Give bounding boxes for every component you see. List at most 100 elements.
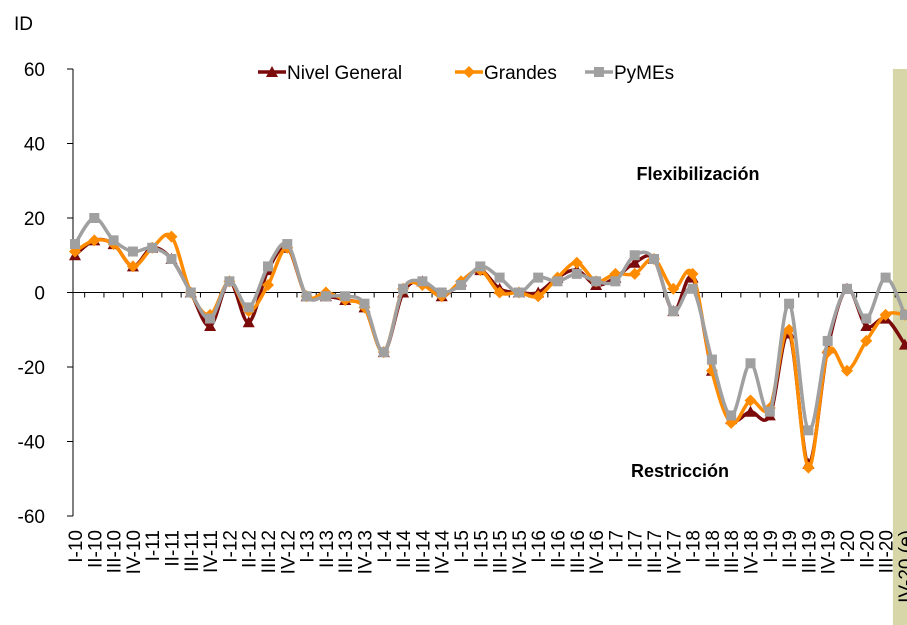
data-point — [726, 410, 737, 421]
data-point — [842, 283, 852, 294]
data-point — [803, 425, 814, 436]
y-tick-label: 20 — [24, 209, 45, 230]
data-point — [629, 250, 640, 261]
data-point — [398, 283, 409, 294]
data-point — [494, 272, 505, 283]
x-tick-label: IV-17 — [664, 530, 685, 574]
data-point — [591, 276, 602, 287]
data-point — [475, 261, 486, 272]
x-tick-label: II-18 — [703, 530, 724, 568]
x-tick-label: I-10 — [66, 530, 87, 563]
data-point — [744, 394, 757, 407]
data-point — [166, 253, 177, 264]
x-tick-label: II-12 — [240, 530, 261, 568]
data-point — [243, 302, 254, 313]
data-point — [70, 239, 80, 250]
x-tick-label: IV-19 — [819, 530, 840, 574]
x-tick-label: III-10 — [105, 530, 126, 573]
x-tick-label: IV-10 — [124, 530, 145, 574]
data-point — [89, 213, 100, 223]
legend-label: Grandes — [484, 63, 557, 84]
x-tick-label: III-12 — [259, 530, 280, 573]
y-tick-label: -40 — [18, 433, 45, 454]
x-tick-label: III-20 — [877, 530, 898, 573]
data-point — [783, 323, 796, 336]
x-tick-label: I-13 — [298, 530, 319, 563]
data-point — [898, 338, 907, 350]
data-point — [552, 276, 563, 287]
data-point — [571, 268, 582, 279]
data-point — [899, 309, 907, 320]
series-line — [73, 216, 907, 433]
y-axis-label: ID — [14, 14, 33, 35]
x-tick-label: III-14 — [413, 530, 434, 574]
data-point — [570, 256, 583, 269]
x-tick-label: III-18 — [722, 530, 743, 573]
x-tick-label: IV-20 (e) — [896, 530, 907, 603]
data-point — [802, 461, 815, 474]
x-tick-label: I-19 — [761, 530, 782, 563]
data-point — [649, 253, 659, 264]
x-tick-label: III-11 — [182, 530, 203, 572]
forecast-band — [892, 69, 907, 625]
legend-marker — [266, 66, 278, 77]
data-point — [513, 287, 524, 298]
data-point — [533, 272, 544, 283]
x-tick-label: III-19 — [799, 530, 820, 573]
data-point — [262, 279, 274, 292]
x-tick-label: III-17 — [645, 530, 666, 573]
data-point — [378, 347, 389, 358]
x-tick-label: I-20 — [838, 530, 859, 563]
x-tick-label: II-20 — [857, 530, 878, 568]
data-point — [744, 405, 757, 417]
y-tick-label: -60 — [18, 507, 45, 528]
data-point — [205, 313, 216, 324]
x-tick-label: II-17 — [626, 530, 647, 568]
data-point — [860, 320, 873, 332]
y-tick-label: -20 — [18, 358, 45, 379]
data-point — [224, 276, 235, 287]
data-point — [879, 308, 892, 321]
data-point — [687, 283, 698, 294]
x-tick-label: I-17 — [606, 530, 627, 563]
x-tick-label: II-16 — [549, 530, 570, 568]
data-point — [493, 286, 506, 299]
x-tick-label: II-15 — [471, 530, 492, 568]
x-tick-label: I-14 — [375, 530, 396, 563]
data-point — [668, 306, 679, 317]
x-tick-label: II-14 — [394, 530, 415, 568]
x-tick-label: I-16 — [529, 530, 550, 563]
data-point — [263, 261, 273, 272]
data-point — [108, 235, 119, 246]
legend-marker — [463, 66, 475, 78]
x-tick-label: IV-11 — [201, 530, 222, 573]
data-point — [880, 272, 891, 283]
x-tick-label: III-15 — [491, 530, 512, 573]
annotation: Restricción — [631, 461, 729, 481]
data-point — [165, 230, 178, 243]
data-point — [436, 287, 447, 298]
data-point — [320, 291, 331, 302]
legend-label: PyMEs — [614, 63, 674, 84]
data-point — [532, 290, 545, 303]
data-point — [667, 282, 680, 295]
data-point — [127, 246, 138, 257]
data-point — [686, 267, 699, 280]
x-tick-label: I-18 — [684, 530, 705, 563]
data-point — [417, 276, 428, 287]
x-tick-label: I-15 — [452, 530, 473, 563]
data-point — [628, 256, 641, 268]
x-tick-label: II-10 — [85, 530, 106, 568]
x-tick-label: I-11 — [143, 530, 164, 561]
data-point — [841, 364, 853, 377]
y-tick-label: 40 — [24, 135, 45, 156]
x-tick-label: I-12 — [220, 530, 241, 563]
data-point — [456, 280, 466, 291]
x-tick-label: IV-16 — [587, 530, 608, 574]
x-tick-label: II-11 — [163, 530, 184, 567]
x-tick-label: IV-15 — [510, 530, 531, 574]
data-point — [860, 334, 873, 347]
data-point — [147, 242, 158, 253]
x-tick-label: II-19 — [780, 530, 801, 568]
x-tick-label: IV-12 — [278, 530, 299, 574]
